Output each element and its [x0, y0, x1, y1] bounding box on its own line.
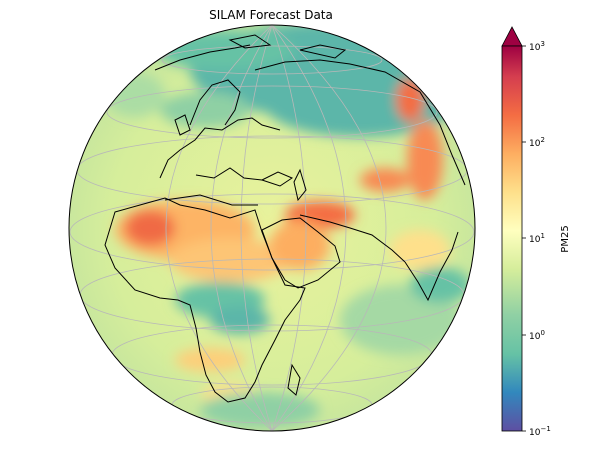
colorbar-extend-arrow — [501, 26, 523, 47]
colorbar-bar — [501, 45, 523, 432]
colorbar-tick-0-1: 10−1 — [529, 425, 551, 438]
colorbar-tick-100: 102 — [529, 136, 545, 149]
globe-outline — [68, 24, 476, 432]
colorbar-tick-10: 101 — [529, 232, 545, 245]
coastlines — [104, 34, 466, 403]
colorbar-tick-1000: 103 — [529, 40, 545, 53]
colorbar-label: PM25 — [560, 225, 571, 252]
colorbar-tick-1: 100 — [529, 329, 545, 342]
map-title: SILAM Forecast Data — [209, 8, 333, 22]
colorbar: 103 102 101 100 10−1 PM25 — [501, 26, 571, 438]
globe — [69, 25, 475, 431]
